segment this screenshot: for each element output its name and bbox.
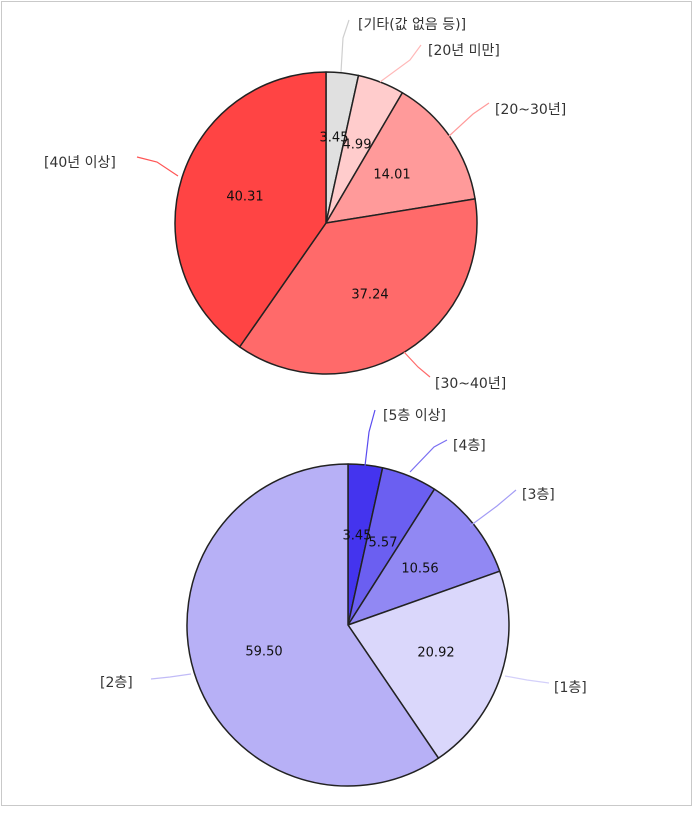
pie-slice	[238, 198, 478, 375]
leader-line	[340, 19, 350, 73]
category-label: [5층 이상]	[383, 408, 446, 424]
leader-line	[447, 102, 490, 138]
slice-value-label: 14.01	[373, 168, 410, 183]
leader-line	[469, 489, 517, 527]
category-label: [40년 이상]	[44, 155, 116, 171]
slice-value-label: 40.31	[226, 190, 263, 205]
leader-line	[403, 351, 431, 378]
slice-value-label: 10.56	[401, 562, 438, 577]
slice-value-label: 59.50	[245, 645, 282, 660]
pie-slice	[347, 488, 501, 626]
pie-slice	[347, 570, 510, 759]
slice-value-label: 3.45	[320, 131, 349, 146]
leader-line	[379, 44, 422, 83]
category-label: [1층]	[554, 680, 587, 696]
leader-line	[364, 409, 376, 467]
slice-value-label: 5.57	[369, 536, 398, 551]
pie-slice	[174, 71, 327, 348]
pie-slice	[325, 91, 476, 224]
leader-line	[409, 439, 448, 473]
category-label: [기타(값 없음 등)]	[358, 17, 466, 33]
category-label: [20년 미만]	[428, 43, 500, 59]
slice-value-label: 37.24	[351, 288, 388, 303]
slice-value-label: 20.92	[417, 646, 454, 661]
slice-value-label: 3.45	[343, 529, 372, 544]
leader-line	[136, 156, 179, 177]
leader-line	[504, 675, 550, 684]
leader-line	[150, 673, 192, 680]
pie-slice	[186, 463, 440, 787]
category-label: [3층]	[522, 487, 555, 503]
category-label: [30~40년]	[435, 376, 506, 392]
category-label: [4층]	[453, 438, 486, 454]
category-label: [20~30년]	[495, 102, 566, 118]
category-label: [2층]	[100, 675, 133, 691]
slice-value-label: 4.99	[343, 138, 372, 153]
